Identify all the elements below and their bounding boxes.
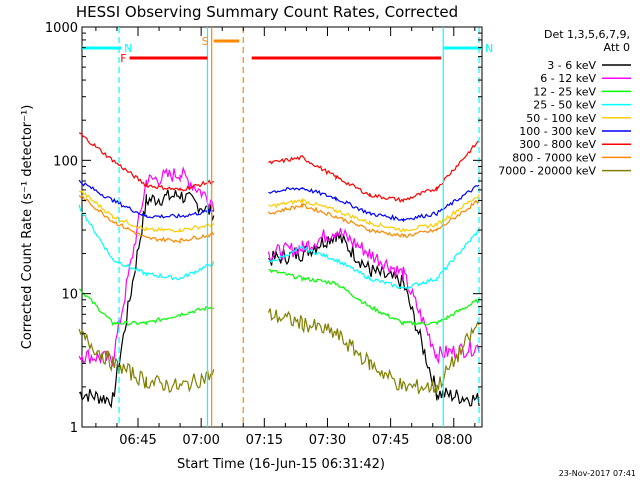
legend-label-3: 25 - 50 keV [533,99,596,112]
y-axis-label: Corrected Count Rate (s⁻¹ detector⁻¹) [20,105,35,350]
axes: 1 10 100 1000 06:45 07:00 07:15 07:30 07:45 08:00 [45,21,482,448]
flag-bars: N NFS [82,27,493,427]
legend-header-line1: Det 1,3,5,6,7,9, [544,28,630,41]
legend-label-1: 6 - 12 keV [540,72,596,85]
series-line-2 [78,288,215,327]
x-tick-label: 07:30 [309,433,346,448]
legend-label-4: 50 - 100 keV [526,112,596,125]
legend-label-0: 3 - 6 keV [547,59,596,72]
series-line-0 [78,189,215,409]
y-tick-label: 1 [70,421,78,436]
y-tick-label: 10 [61,288,78,303]
plot-frame [81,26,483,428]
legend-label-5: 100 - 300 keV [519,125,596,138]
chart-title: HESSI Observing Summary Count Rates, Cor… [76,3,458,21]
flag-label-1: N [485,42,493,55]
series-line-8 [267,308,480,395]
legend-label-2: 12 - 25 keV [533,85,596,98]
series-line-6 [268,140,480,204]
series-line-4 [79,190,215,233]
x-tick-label: 07:45 [372,433,409,448]
series-line-6 [78,132,215,192]
legend-label-6: 300 - 800 keV [519,138,596,151]
x-axis-label: Start Time (16-Jun-15 06:31:42) [177,457,385,472]
data-layer [78,132,480,409]
x-tick-label: 08:00 [435,433,472,448]
legend-label-8: 7000 - 20000 keV [498,165,596,178]
legend-label-7: 800 - 7000 keV [512,151,596,164]
series-line-7 [78,194,215,244]
series-line-4 [268,194,480,233]
flag-label-4: S [202,35,209,48]
series-line-5 [78,179,214,219]
series-line-3 [78,204,215,281]
x-tick-label: 06:45 [119,433,156,448]
y-tick-label: 1000 [45,21,78,36]
flag-label-2: F [120,52,126,65]
footer-timestamp: 23-Nov-2017 07:41 [559,469,636,478]
legend-header-line2: Att 0 [604,41,630,54]
x-tick-label: 07:00 [182,433,219,448]
series-line-1 [267,228,480,365]
flag-label-0: N [124,42,132,55]
y-tick-label: 100 [53,154,78,169]
series-line-8 [78,328,215,394]
x-tick-label: 07:15 [246,433,283,448]
